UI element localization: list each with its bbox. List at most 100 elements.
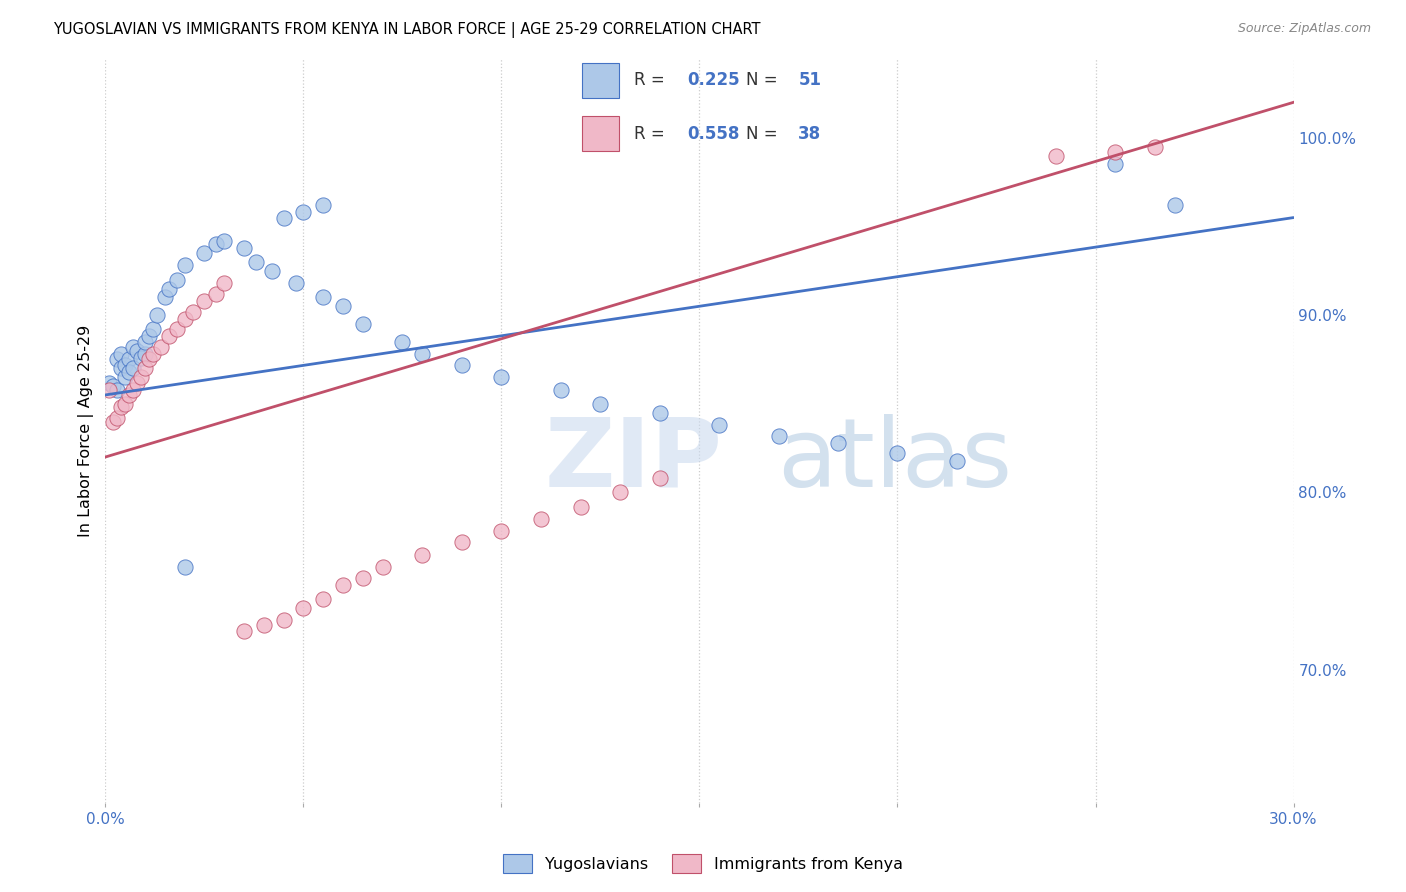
Point — [371, 560, 394, 574]
Point — [173, 259, 195, 273]
Point — [411, 347, 433, 361]
Point — [118, 352, 141, 367]
Point — [129, 351, 152, 365]
Point — [609, 485, 631, 500]
Point — [233, 241, 256, 255]
Point — [98, 383, 121, 397]
Point — [134, 334, 156, 349]
Point — [589, 397, 612, 411]
Text: Source: ZipAtlas.com: Source: ZipAtlas.com — [1237, 22, 1371, 36]
Point — [886, 446, 908, 460]
Point — [214, 276, 236, 290]
Point — [332, 299, 354, 313]
Text: YUGOSLAVIAN VS IMMIGRANTS FROM KENYA IN LABOR FORCE | AGE 25-29 CORRELATION CHAR: YUGOSLAVIAN VS IMMIGRANTS FROM KENYA IN … — [53, 22, 761, 38]
Legend: Yugoslavians, Immigrants from Kenya: Yugoslavians, Immigrants from Kenya — [498, 847, 908, 880]
Point — [450, 535, 472, 549]
Point — [1164, 198, 1187, 212]
Point — [233, 624, 256, 638]
Point — [122, 340, 145, 354]
Point — [450, 358, 472, 372]
Point — [153, 290, 176, 304]
Point — [105, 383, 128, 397]
Point — [127, 343, 149, 358]
Point — [312, 198, 335, 212]
Point — [352, 571, 374, 585]
Point — [245, 255, 267, 269]
Point — [122, 383, 145, 397]
Bar — [582, 116, 619, 151]
Point — [166, 273, 188, 287]
Point — [193, 293, 215, 308]
Point — [110, 347, 132, 361]
Point — [550, 383, 572, 397]
Point — [411, 548, 433, 562]
Text: N =: N = — [745, 71, 783, 89]
Point — [122, 361, 145, 376]
Point — [312, 591, 335, 606]
Point — [157, 281, 180, 295]
Point — [118, 365, 141, 379]
Point — [138, 352, 160, 367]
Point — [110, 401, 132, 415]
Point — [105, 352, 128, 367]
Point — [103, 415, 125, 429]
Point — [114, 397, 136, 411]
Point — [391, 334, 413, 349]
Point — [142, 322, 165, 336]
Point — [827, 435, 849, 450]
Text: N =: N = — [745, 125, 783, 143]
Point — [569, 500, 592, 514]
Point — [1104, 145, 1126, 159]
Point — [110, 361, 132, 376]
Point — [312, 290, 335, 304]
Point — [768, 428, 790, 442]
Point — [118, 388, 141, 402]
Point — [103, 379, 125, 393]
Text: 51: 51 — [799, 71, 821, 89]
Point — [253, 618, 276, 632]
Point — [1143, 139, 1166, 153]
Point — [1045, 148, 1067, 162]
Point — [98, 376, 121, 390]
Point — [292, 205, 315, 219]
Point — [114, 358, 136, 372]
Text: ZIP: ZIP — [546, 414, 723, 507]
Point — [709, 418, 731, 433]
Point — [134, 361, 156, 376]
Point — [105, 411, 128, 425]
Point — [146, 308, 169, 322]
Text: 38: 38 — [799, 125, 821, 143]
Point — [134, 347, 156, 361]
Point — [214, 234, 236, 248]
Point — [129, 370, 152, 384]
Text: 0.225: 0.225 — [688, 71, 740, 89]
Point — [946, 453, 969, 467]
Point — [142, 347, 165, 361]
Point — [166, 322, 188, 336]
Point — [173, 560, 195, 574]
Point — [491, 370, 513, 384]
Point — [292, 600, 315, 615]
Point — [157, 329, 180, 343]
Y-axis label: In Labor Force | Age 25-29: In Labor Force | Age 25-29 — [79, 325, 94, 536]
Point — [149, 340, 172, 354]
Point — [648, 406, 671, 420]
Point — [205, 237, 228, 252]
Point — [273, 613, 295, 627]
Point — [205, 286, 228, 301]
Point — [1104, 157, 1126, 171]
Point — [284, 276, 307, 290]
Point — [173, 311, 195, 326]
Point — [530, 512, 553, 526]
Point — [193, 246, 215, 260]
Text: R =: R = — [634, 71, 671, 89]
Text: atlas: atlas — [776, 414, 1012, 507]
Point — [127, 376, 149, 390]
Point — [491, 524, 513, 539]
Point — [273, 211, 295, 225]
Point — [352, 317, 374, 331]
Point — [138, 329, 160, 343]
Point — [332, 577, 354, 591]
Point — [114, 370, 136, 384]
Point — [181, 304, 204, 318]
